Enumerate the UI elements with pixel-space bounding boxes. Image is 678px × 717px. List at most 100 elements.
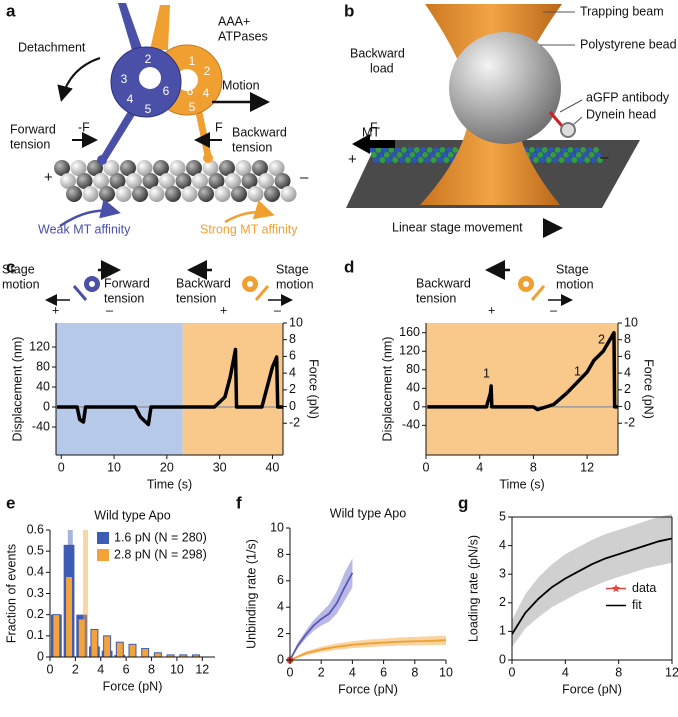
series-line (289, 639, 447, 661)
mt-subunit (422, 152, 429, 158)
mt-subunit (192, 173, 208, 189)
mt-subunit (383, 152, 390, 158)
mt-subunit (198, 186, 214, 202)
motor-hole (247, 281, 253, 287)
motor-hole (523, 281, 529, 287)
mt-subunit (543, 152, 550, 158)
mt-subunit (115, 186, 132, 202)
legend-label: 1.6 pN (N = 280) (114, 530, 207, 544)
stalk (530, 285, 546, 301)
panel-label: d (344, 257, 354, 276)
label: Stage (276, 262, 309, 276)
y-axis-label: Displacement (nm) (10, 337, 24, 442)
y2-tick-label: 8 (289, 332, 296, 346)
mt-subunit (533, 157, 539, 163)
diagram-b: Trapping beam Polystyrene bead Backward … (346, 4, 677, 238)
x-tick-label: 10 (439, 665, 453, 679)
x-tick-label: 40 (265, 460, 279, 474)
label: tension (104, 291, 144, 305)
y2-tick-label: 4 (289, 365, 296, 379)
leader (572, 116, 583, 126)
label: Weak MT affinity (38, 222, 131, 236)
label: Detachment (18, 40, 86, 54)
mt-subunit (584, 157, 591, 163)
arrow (57, 57, 101, 102)
y-tick-label: 0 (499, 652, 506, 666)
x-tick-label: 12 (665, 665, 678, 679)
mt-subunit (428, 152, 435, 158)
dynein-head (560, 122, 576, 138)
ring-number: 6 (163, 84, 170, 98)
x-tick-label: 6 (380, 665, 387, 679)
mt-subunit (565, 157, 571, 163)
y-tick-label: 0 (43, 399, 50, 413)
mt-subunit (403, 152, 409, 158)
y-tick-label: 0.2 (27, 607, 44, 621)
mt-subunit (264, 186, 280, 202)
label: motion (556, 277, 594, 291)
label: Stage (556, 262, 589, 276)
y-tick-label: 0.5 (27, 543, 44, 557)
mt-subunit (369, 147, 375, 153)
mt-subunit (214, 186, 231, 202)
mt-subunit (569, 152, 576, 158)
chart-title: Wild type Apo (94, 508, 170, 522)
label: Strong MT affinity (200, 222, 298, 236)
x-tick-label: 12 (580, 460, 594, 474)
label: tension (232, 140, 272, 154)
y-axis-label: Fraction of events (4, 544, 18, 643)
mt-subunit (439, 147, 446, 153)
mt-subunit (409, 152, 416, 158)
bead (449, 32, 561, 144)
mt-subunit (54, 160, 70, 176)
header-d: Backward tension Stage motion + – (416, 260, 594, 317)
mt-subunit (417, 157, 424, 163)
x-axis-label: Time (s) (147, 477, 192, 491)
mt-subunit (597, 157, 603, 163)
panel-label: a (6, 1, 16, 20)
label: aGFP antibody (586, 90, 670, 104)
mt-subunit (595, 152, 601, 158)
panel-label: g (458, 493, 468, 512)
mt-subunit (401, 147, 407, 153)
y-tick-label: 6 (277, 573, 284, 587)
mt-subunit (93, 173, 109, 189)
mt-subunit (398, 157, 405, 163)
mt-subunit (153, 160, 169, 176)
label: AAA+ (218, 14, 250, 28)
y-tick-label: 0 (37, 649, 44, 663)
mt-subunit (126, 173, 142, 189)
y-tick-label: 4 (499, 538, 506, 552)
mt-subunit (550, 152, 557, 158)
y-tick-label: 0.1 (27, 628, 44, 642)
y2-tick-label: -2 (289, 416, 300, 430)
x-tick-label: 4 (562, 665, 569, 679)
mt-subunit (280, 186, 297, 202)
y-tick-label: 2 (277, 626, 284, 640)
y2-tick-label: 8 (624, 332, 631, 346)
mt-subunit (563, 152, 569, 158)
y2-tick-label: 10 (624, 315, 638, 329)
mt-subunit (556, 152, 563, 158)
x-tick-label: 2 (318, 665, 325, 679)
mt-subunit (413, 147, 420, 153)
mt-subunit (445, 147, 452, 153)
label: – (300, 169, 309, 186)
mt-subunit (142, 173, 159, 189)
label: tension (416, 291, 456, 305)
mt-subunit (120, 160, 136, 176)
mt-subunit (381, 147, 388, 153)
label: F (215, 120, 223, 134)
x-tick-label: 8 (615, 665, 622, 679)
label: – (550, 303, 557, 317)
y2-axis-label: Force (pN) (642, 359, 656, 419)
series-line (289, 572, 354, 661)
mt-subunit (159, 173, 175, 189)
mt-subunit (390, 152, 397, 158)
mt-subunit (580, 147, 587, 153)
x-tick-label: 0 (287, 665, 294, 679)
mt-subunit (208, 173, 225, 189)
